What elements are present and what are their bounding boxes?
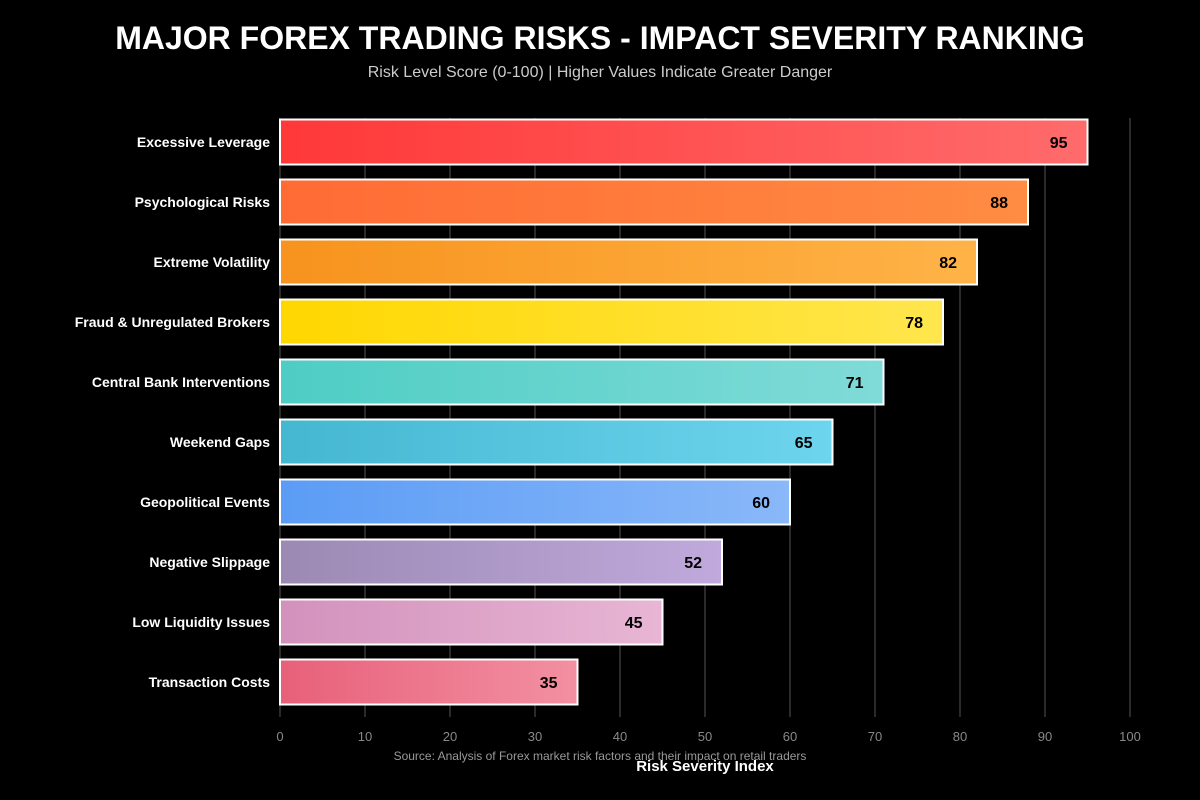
x-tick-label: 10 bbox=[358, 729, 372, 744]
bar bbox=[279, 418, 834, 466]
bar bbox=[279, 358, 885, 406]
bar bbox=[279, 238, 978, 286]
data-label: 78 bbox=[905, 315, 923, 332]
y-tick-label: Weekend Gaps bbox=[170, 434, 270, 450]
x-tick-label: 60 bbox=[783, 729, 797, 744]
data-label: 45 bbox=[625, 615, 643, 632]
x-axis-label: Risk Severity Index bbox=[636, 758, 774, 775]
bar bbox=[279, 538, 723, 586]
x-tick-label: 30 bbox=[528, 729, 542, 744]
bar bbox=[279, 118, 1089, 166]
x-tick-label: 0 bbox=[276, 729, 283, 744]
x-tick-label: 100 bbox=[1119, 729, 1141, 744]
data-label: 52 bbox=[684, 555, 702, 572]
y-tick-label: Geopolitical Events bbox=[140, 494, 270, 510]
bar bbox=[279, 658, 579, 706]
data-label: 82 bbox=[939, 255, 957, 272]
chart-title: MAJOR FOREX TRADING RISKS - IMPACT SEVER… bbox=[115, 20, 1085, 56]
data-label: 71 bbox=[846, 375, 864, 392]
data-label: 65 bbox=[795, 435, 813, 452]
source-note: Source: Analysis of Forex market risk fa… bbox=[394, 749, 807, 763]
data-label: 88 bbox=[990, 195, 1008, 212]
y-tick-label: Psychological Risks bbox=[135, 194, 271, 210]
bar bbox=[279, 598, 664, 646]
data-label: 60 bbox=[752, 495, 770, 512]
x-tick-label: 40 bbox=[613, 729, 627, 744]
y-tick-label: Negative Slippage bbox=[149, 554, 270, 570]
y-tick-label: Low Liquidity Issues bbox=[132, 614, 270, 630]
chart-subtitle: Risk Level Score (0-100) | Higher Values… bbox=[367, 64, 833, 81]
y-tick-label: Extreme Volatility bbox=[154, 254, 271, 270]
x-tick-label: 90 bbox=[1038, 729, 1052, 744]
bar bbox=[279, 298, 944, 346]
bar bbox=[279, 178, 1029, 226]
data-label: 95 bbox=[1050, 135, 1068, 152]
x-tick-label: 20 bbox=[443, 729, 457, 744]
x-tick-label: 70 bbox=[868, 729, 882, 744]
y-tick-label: Central Bank Interventions bbox=[92, 374, 270, 390]
x-tick-label: 80 bbox=[953, 729, 967, 744]
bar bbox=[279, 478, 791, 526]
y-tick-label: Transaction Costs bbox=[149, 674, 271, 690]
x-tick-label: 50 bbox=[698, 729, 712, 744]
data-label: 35 bbox=[540, 675, 558, 692]
y-tick-label: Excessive Leverage bbox=[137, 134, 270, 150]
y-tick-label: Fraud & Unregulated Brokers bbox=[75, 314, 270, 330]
